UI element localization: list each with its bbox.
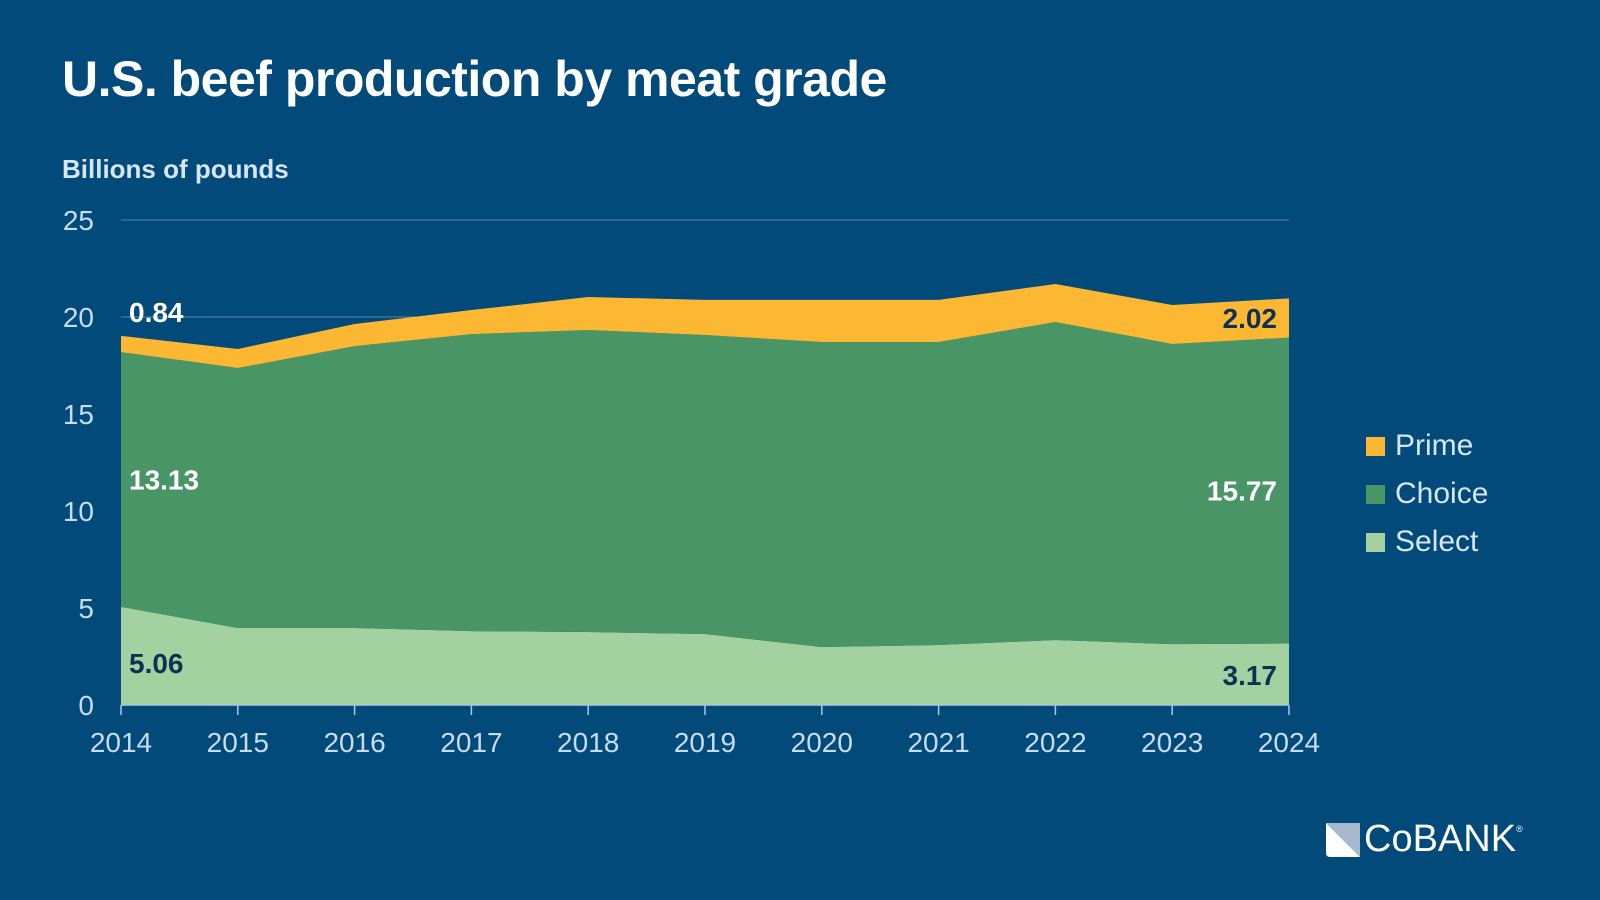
data-label-select-2024: 3.17: [1223, 660, 1278, 691]
data-label-prime-2024: 2.02: [1223, 303, 1278, 334]
x-tick-label-2015: 2015: [207, 727, 269, 758]
x-tick-label-2021: 2021: [907, 727, 969, 758]
legend-swatch-prime: [1366, 436, 1385, 456]
legend-label-select: Select: [1395, 525, 1479, 558]
x-tick-label-2020: 2020: [791, 727, 853, 758]
x-tick-label-2022: 2022: [1024, 727, 1086, 758]
data-label-choice-2014: 13.13: [129, 464, 199, 495]
x-tick-label-2019: 2019: [674, 727, 736, 758]
x-tick-label-2024: 2024: [1258, 727, 1320, 758]
stacked-areas: [121, 284, 1289, 705]
legend: Prime Choice Select: [1366, 422, 1488, 566]
data-label-prime-2014: 0.84: [129, 297, 184, 328]
legend-swatch-select: [1366, 532, 1385, 552]
area-select: [121, 606, 1289, 705]
data-labels: 0.84 13.13 5.06 2.02 15.77 3.17: [129, 297, 1277, 691]
y-tick-label-5: 5: [78, 593, 94, 624]
legend-label-choice: Choice: [1395, 477, 1489, 510]
x-tick-label-2018: 2018: [557, 727, 619, 758]
x-tick-label-2016: 2016: [323, 727, 385, 758]
legend-item-select: Select: [1366, 518, 1488, 566]
y-tick-label-20: 20: [63, 302, 94, 333]
legend-item-prime: Prime: [1366, 422, 1488, 470]
logo-text: CoBANK: [1364, 818, 1517, 860]
legend-swatch-choice: [1366, 484, 1385, 504]
legend-item-choice: Choice: [1366, 470, 1488, 518]
data-label-select-2014: 5.06: [129, 648, 184, 679]
x-axis: 2014 2015 2016 2017 2018 2019 2020 2021 2022 2023…: [90, 704, 1320, 758]
y-axis-label: Billions of pounds: [62, 154, 289, 184]
x-tick-label-2023: 2023: [1141, 727, 1203, 758]
cobank-logo-icon: [1326, 822, 1360, 857]
y-axis: 0 5 10 15 20 25: [63, 205, 94, 721]
x-tick-label-2014: 2014: [90, 727, 152, 758]
cobank-logo: CoBANK ®: [1326, 818, 1523, 861]
area-prime: [121, 284, 1289, 369]
logo-registered-mark: ®: [1516, 824, 1523, 834]
data-label-choice-2024: 15.77: [1207, 476, 1277, 507]
y-tick-label-25: 25: [63, 205, 94, 236]
area-choice: [121, 322, 1289, 647]
legend-label-prime: Prime: [1395, 429, 1474, 462]
x-tick-label-2017: 2017: [440, 727, 502, 758]
chart-title: U.S. beef production by meat grade: [62, 51, 887, 107]
y-tick-label-15: 15: [63, 399, 94, 430]
y-tick-label-0: 0: [78, 690, 94, 721]
y-tick-label-10: 10: [63, 496, 94, 527]
